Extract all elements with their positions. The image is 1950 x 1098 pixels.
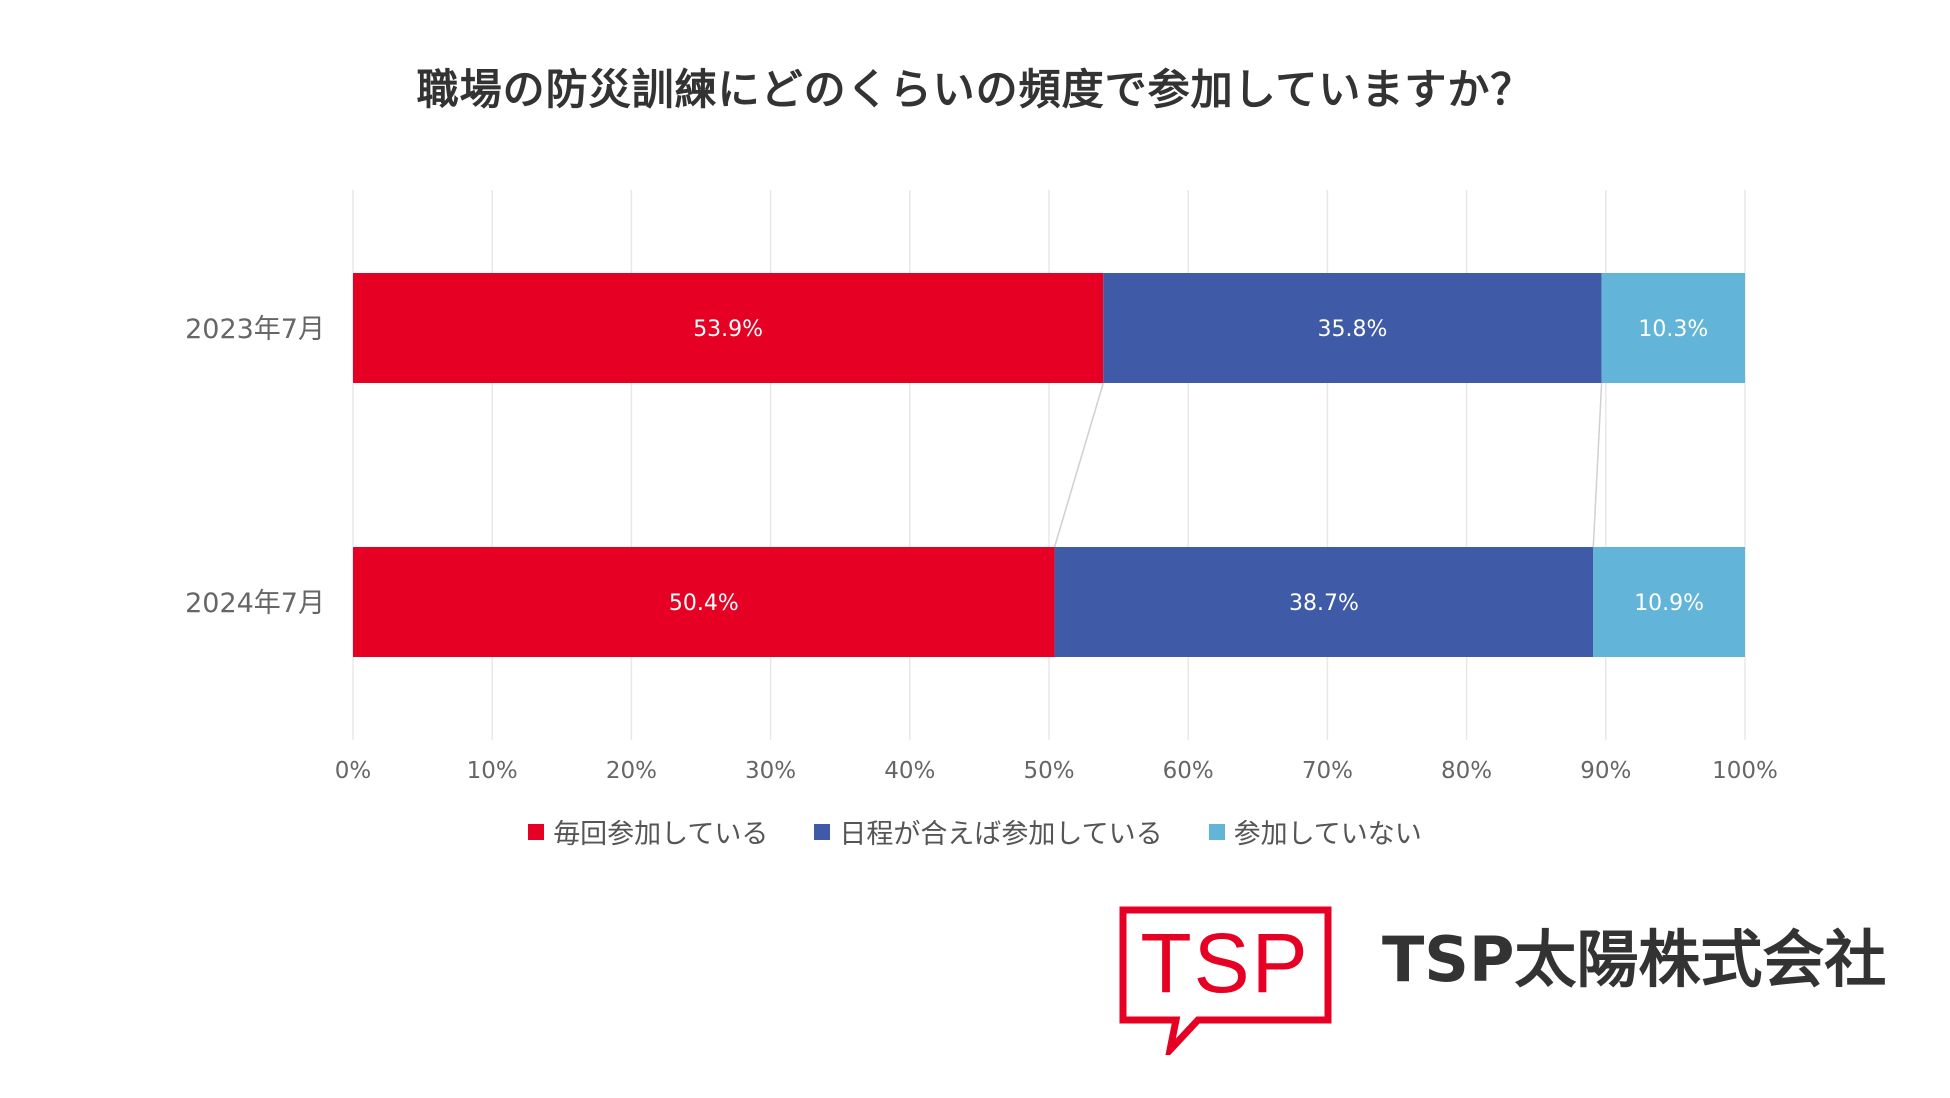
stacked-bar-chart: 53.9% 35.8% 10.3%50.4% 38.7% 10.9% 2023年7月20… (185, 190, 1778, 784)
bar-segment (1054, 547, 1594, 657)
legend-item: 参加していない (1208, 812, 1422, 851)
bar-segment (353, 273, 1104, 383)
data-label: 38.7% (1289, 591, 1359, 616)
data-label: 10.9% (1634, 591, 1704, 616)
x-tick-label: 10% (467, 758, 518, 784)
legend-label: 毎回参加している (553, 819, 769, 850)
x-tick-label: 90% (1580, 758, 1631, 784)
bar-segment (353, 547, 1055, 657)
bar-segment (1601, 273, 1745, 383)
x-axis-ticks: 0% 10% 20% 30% 40% 50% 60% 70% 80% 90% 100% (335, 758, 1778, 784)
legend-swatch-blue (814, 823, 831, 840)
data-label: 50.4% (669, 591, 739, 616)
connector-line (1053, 382, 1105, 548)
x-tick-label: 30% (745, 758, 796, 784)
x-tick-label: 100% (1712, 758, 1778, 784)
category-labels: 2023年7月 2024年7月 (185, 314, 325, 619)
data-label: 53.9% (693, 317, 763, 342)
bar-segment (1103, 273, 1602, 383)
x-tick-label: 0% (335, 758, 372, 784)
gridlines (352, 190, 1746, 740)
legend-label: 参加していない (1233, 819, 1422, 850)
legend-swatch-light-blue (1208, 823, 1225, 840)
tsp-logo: TSP (1118, 905, 1338, 1055)
legend-item: 毎回参加している (528, 812, 768, 851)
x-tick-label: 40% (884, 758, 935, 784)
legend: 毎回参加している 日程が合えば参加している 参加していない (0, 812, 1950, 851)
data-label: 35.8% (1318, 317, 1388, 342)
x-tick-label: 50% (1023, 758, 1074, 784)
speech-bubble-icon (1119, 906, 1332, 1055)
x-tick-label: 80% (1441, 758, 1492, 784)
legend-item: 日程が合えば参加している (814, 812, 1163, 851)
bars: 53.9% 35.8% 10.3% 50.4% 38.7% 10.9% (353, 273, 1745, 657)
legend-label: 日程が合えば参加している (839, 819, 1163, 850)
x-tick-label: 60% (1163, 758, 1214, 784)
chart-title: 職場の防災訓練にどのくらいの頻度で参加していますか？ (416, 65, 1534, 114)
company-name: TSP太陽株式会社 (1382, 923, 1887, 996)
legend-swatch-red (528, 823, 545, 840)
connector-lines (1053, 382, 1603, 548)
data-label: 10.3% (1638, 317, 1708, 342)
bar-segment (1593, 547, 1745, 657)
x-tick-label: 20% (606, 758, 657, 784)
category-label: 2023年7月 (185, 314, 325, 345)
category-label: 2024年7月 (185, 588, 325, 619)
x-tick-label: 70% (1302, 758, 1353, 784)
logo-text: TSP (1140, 916, 1310, 1010)
connector-line (1592, 382, 1603, 548)
